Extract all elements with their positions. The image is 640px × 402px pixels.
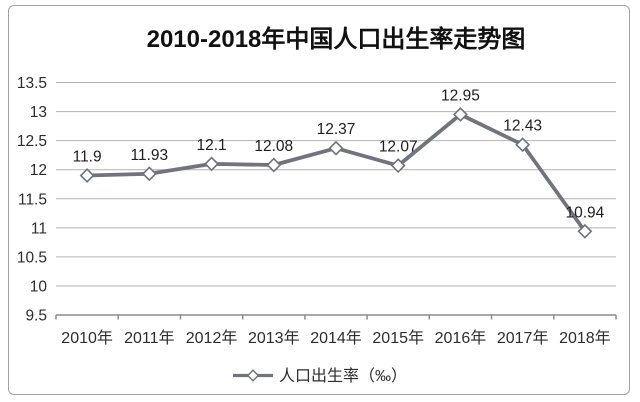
chart-title: 2010-2018年中国人口出生率走势图 xyxy=(147,25,526,53)
y-tick-label: 9.5 xyxy=(25,308,47,325)
chart-frame xyxy=(8,5,630,395)
data-point-marker xyxy=(390,158,406,174)
data-point-label: 12.95 xyxy=(441,87,480,104)
gridlines-layer xyxy=(56,82,616,287)
data-point-marker xyxy=(515,137,531,153)
x-tick-label: 2011年 xyxy=(124,329,174,347)
y-tick-label: 11 xyxy=(31,220,47,237)
data-point-label: 12.07 xyxy=(379,139,418,156)
data-point-label: 10.94 xyxy=(565,204,604,221)
x-tick-label: 2013年 xyxy=(248,329,300,347)
legend: 人口出生率（‰） xyxy=(233,367,407,385)
y-tick-label: 10 xyxy=(30,278,48,295)
x-tick-label: 2018年 xyxy=(559,329,611,347)
data-point-marker xyxy=(79,168,95,183)
data-point-label: 12.37 xyxy=(317,121,356,138)
y-tick-label: 13.5 xyxy=(17,75,47,92)
y-tick-label: 12 xyxy=(30,162,47,179)
axis-layer: 9.5 10 10.5 11 11.5 12 12.5 13 13.5 2010年 2011年 201… xyxy=(17,75,617,347)
data-point-marker xyxy=(328,140,344,156)
x-tick-label: 2016年 xyxy=(435,329,487,347)
data-point-label: 12.1 xyxy=(196,137,226,154)
data-point-marker xyxy=(266,157,282,173)
data-labels-layer: 11.9 11.93 12.1 12.08 12.37 12.07 12.95 12.43 10… xyxy=(73,87,605,221)
legend-label: 人口出生率（‰） xyxy=(279,367,407,385)
data-point-label: 12.08 xyxy=(254,138,293,155)
x-tick-label: 2017年 xyxy=(497,329,549,347)
data-point-marker xyxy=(453,107,468,122)
x-tick-label: 2012年 xyxy=(186,329,238,347)
y-tick-label: 10.5 xyxy=(17,249,47,266)
legend-diamond xyxy=(246,369,260,382)
legend-line-diamond-icon xyxy=(233,369,273,382)
series-layer xyxy=(79,107,593,239)
data-point-label: 11.9 xyxy=(73,149,102,166)
data-point-marker xyxy=(141,166,157,182)
y-tick-label: 11.5 xyxy=(18,191,47,208)
data-point-marker xyxy=(204,156,219,172)
data-point-marker xyxy=(577,223,593,239)
data-point-label: 11.93 xyxy=(131,147,169,164)
data-point-label: 12.43 xyxy=(503,118,542,135)
x-tick-label: 2010年 xyxy=(61,329,113,347)
y-tick-label: 13 xyxy=(30,104,47,121)
y-tick-label: 12.5 xyxy=(17,133,47,150)
x-tick-label: 2014年 xyxy=(310,329,362,347)
x-tick-label: 2015年 xyxy=(372,329,424,347)
